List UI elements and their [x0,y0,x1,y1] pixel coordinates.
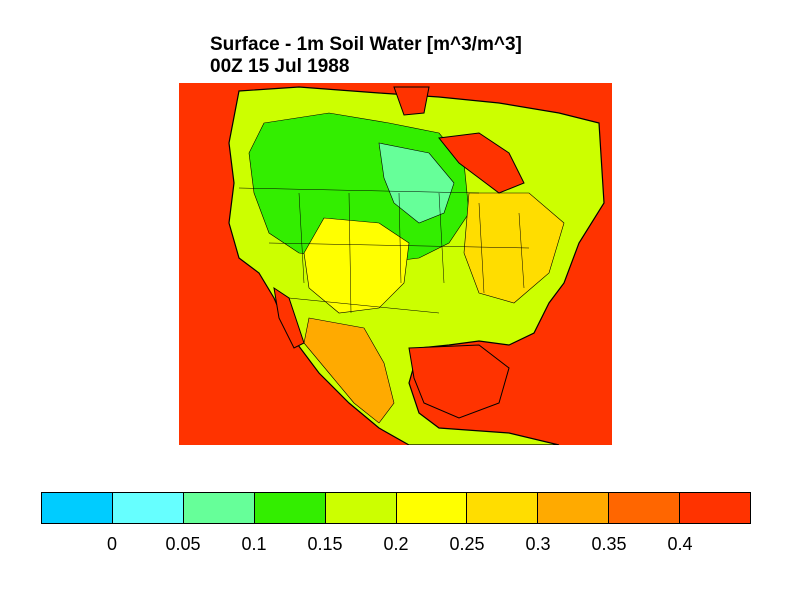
great-lakes [438,132,525,194]
region-wet-center [378,142,455,224]
plot-title: Surface - 1m Soil Water [m^3/m^3] 00Z 15… [210,34,522,78]
colorbar-swatch [538,493,610,523]
colorbar-tick-label: 0.15 [307,534,343,554]
colorbar-tick-label: 0.2 [383,534,409,554]
gulf-of-california [273,286,305,349]
gulf-of-mexico [408,344,510,419]
colorbar-tick-label: 0.35 [591,534,627,554]
colorbar-tick-label: 0.3 [525,534,551,554]
hudson-bay [393,86,430,116]
colorbar-swatch [325,493,397,523]
region-yellow-plains [303,217,410,314]
region-east [463,192,565,304]
title-line-2: 00Z 15 Jul 1988 [210,56,350,77]
colorbar-tick-label: 0.05 [165,534,201,554]
region-orange-south [303,317,395,424]
colorbar-swatch [396,493,468,523]
colorbar-swatch [254,493,326,523]
political-boundaries [238,187,530,314]
title-line-1: Surface - 1m Soil Water [m^3/m^3] [210,34,522,55]
colorbar-tick-label: 0.1 [241,534,267,554]
colorbar-swatch [183,493,255,523]
colorbar-swatch [680,493,751,523]
colorbar [41,492,751,524]
colorbar-swatch [42,493,113,523]
colorbar-labels: 0 0.05 0.1 0.15 0.2 0.25 0.3 0.35 0.4 [41,534,751,558]
colorbar-swatch [467,493,539,523]
soil-water-map [179,83,612,445]
colorbar-tick-label: 0.25 [449,534,485,554]
colorbar-tick-label: 0.4 [667,534,693,554]
colorbar-swatch [112,493,184,523]
colorbar-tick-label: 0 [106,534,118,554]
colorbar-swatch [609,493,681,523]
